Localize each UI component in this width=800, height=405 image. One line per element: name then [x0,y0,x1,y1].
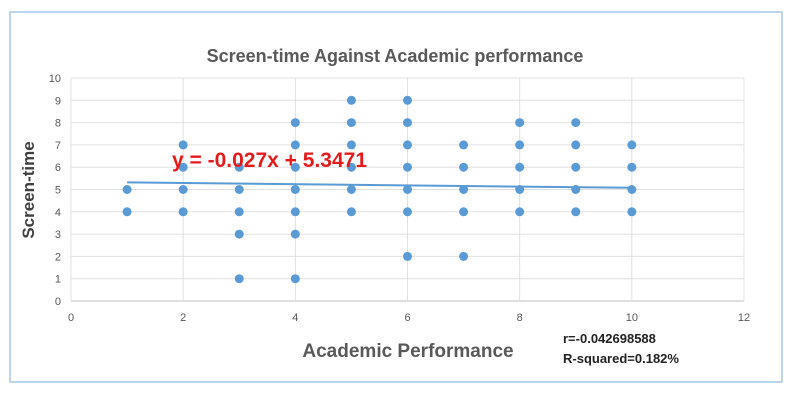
data-point [346,185,356,194]
data-point [290,229,300,239]
data-point [403,207,412,217]
data-point [234,162,244,172]
data-point [234,207,244,217]
y-tick-label: 7 [55,140,61,152]
y-tick-label: 5 [55,185,61,197]
data-point [178,185,188,194]
data-point [571,140,581,150]
data-point [459,162,469,172]
data-point [515,162,525,172]
data-point [571,185,581,194]
data-point [459,185,469,194]
y-tick-label: 4 [55,207,61,219]
data-point [290,274,300,284]
r-squared-value: R-squared=0.182% [563,351,679,366]
data-point [346,162,356,172]
data-point [627,162,637,172]
data-point [178,140,188,150]
data-point [627,185,637,194]
y-tick-label: 2 [55,251,61,263]
data-point [234,274,244,284]
data-points [122,95,637,284]
x-axis-label: Academic Performance [302,341,513,362]
x-tick-labels: 0 2 4 6 8 10 12 [68,312,750,324]
x-tick-label: 2 [180,312,186,324]
data-point [515,140,525,150]
data-point [403,251,412,261]
data-point [122,185,132,194]
data-point [290,118,300,128]
y-tick-label: 1 [55,274,61,286]
data-point [627,207,637,217]
data-point [459,251,469,261]
x-tick-label: 0 [68,312,74,324]
x-tick-label: 8 [517,312,523,324]
chart-border [9,11,783,383]
data-point [459,140,469,150]
data-point [515,118,525,128]
x-tick-label: 12 [738,312,750,324]
data-point [290,207,300,217]
data-point [571,207,581,217]
y-tick-label: 3 [55,229,61,241]
data-point [403,95,412,105]
data-point [515,207,525,217]
y-tick-label: 9 [55,95,61,107]
y-tick-label: 0 [55,296,61,308]
y-tick-label: 10 [49,73,61,85]
data-point [403,185,412,194]
data-point [234,185,244,194]
data-point [571,162,581,172]
data-point [459,207,469,217]
x-tick-label: 6 [404,312,410,324]
data-point [178,207,188,217]
y-axis-label: Screen-time [19,141,38,238]
data-point [290,140,300,150]
data-point [234,229,244,239]
data-point [290,185,300,194]
data-point [403,162,412,172]
y-tick-labels: 0 1 2 3 4 5 6 7 8 9 10 [49,73,61,308]
y-tick-label: 6 [55,162,61,174]
data-point [346,207,356,217]
data-point [571,118,581,128]
x-tick-label: 10 [626,312,638,324]
chart-title: Screen-time Against Academic performance [207,46,584,66]
r-value: r=-0.042698588 [563,331,656,346]
data-point [346,118,356,128]
data-point [403,140,412,150]
data-point [346,95,356,105]
data-point [346,140,356,150]
data-point [178,162,188,172]
data-point [403,118,412,128]
x-tick-label: 4 [292,312,298,324]
data-point [627,140,637,150]
trendline-equation: y = -0.027x + 5.3471 [172,149,367,172]
y-tick-label: 8 [55,118,61,130]
data-point [515,185,525,194]
trendline [127,181,632,189]
data-point [290,162,300,172]
data-point [122,207,132,217]
